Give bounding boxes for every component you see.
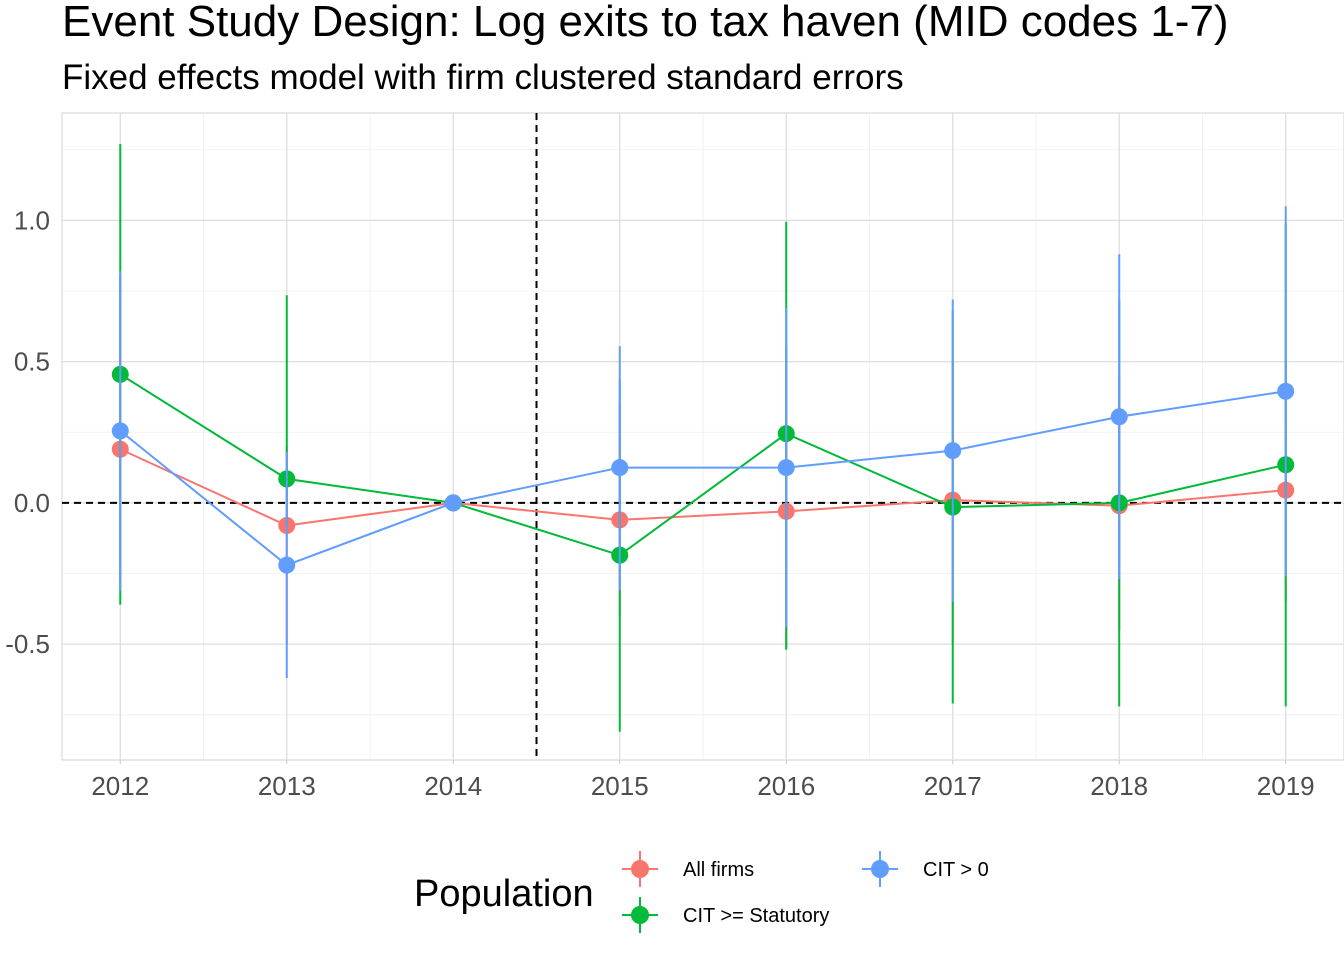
y-tick-label: -0.5 bbox=[5, 629, 50, 659]
data-point bbox=[278, 556, 296, 574]
legend-item: CIT >= Statutory bbox=[622, 897, 829, 933]
y-tick-label: 0.5 bbox=[14, 347, 50, 377]
series-line bbox=[119, 390, 1286, 567]
legend-title: Population bbox=[414, 873, 594, 915]
legend-item: All firms bbox=[622, 851, 754, 887]
x-tick-label: 2015 bbox=[591, 771, 649, 801]
x-tick-label: 2012 bbox=[91, 771, 149, 801]
series-layer bbox=[111, 144, 1295, 732]
data-point bbox=[444, 494, 462, 512]
legend: Population All firms CIT >= Statutory CIT … bbox=[414, 851, 989, 933]
legend-item: CIT > 0 bbox=[862, 851, 989, 887]
gridlines bbox=[62, 113, 1344, 760]
x-tick-label: 2017 bbox=[924, 771, 982, 801]
x-tick-label: 2013 bbox=[258, 771, 316, 801]
data-point bbox=[777, 459, 795, 477]
legend-items: All firms CIT >= Statutory CIT > 0 bbox=[622, 851, 989, 933]
series-line bbox=[119, 448, 1286, 527]
legend-label: CIT > 0 bbox=[923, 859, 989, 881]
x-tick-label: 2014 bbox=[424, 771, 482, 801]
series-3 bbox=[111, 206, 1295, 679]
data-point bbox=[1277, 382, 1295, 400]
x-axis-ticks: 2012 2013 2014 2015 2016 2017 2018 2019 bbox=[91, 760, 1315, 801]
data-point bbox=[1110, 408, 1128, 426]
chart-title: Event Study Design: Log exits to tax hav… bbox=[62, 0, 1229, 46]
data-point bbox=[111, 422, 129, 440]
data-point bbox=[944, 442, 962, 460]
y-tick-label: 0.0 bbox=[14, 488, 50, 518]
y-axis-ticks: -0.5 0.0 0.5 1.0 bbox=[5, 205, 50, 659]
legend-key-point bbox=[871, 860, 889, 878]
x-tick-label: 2016 bbox=[757, 771, 815, 801]
legend-key-point bbox=[631, 906, 649, 924]
legend-label: All firms bbox=[683, 859, 754, 881]
reference-lines bbox=[62, 113, 1344, 760]
series-line bbox=[119, 373, 1286, 557]
data-point bbox=[611, 459, 629, 477]
x-tick-label: 2019 bbox=[1257, 771, 1315, 801]
x-tick-label: 2018 bbox=[1090, 771, 1148, 801]
chart-subtitle: Fixed effects model with firm clustered … bbox=[62, 58, 904, 97]
y-tick-label: 1.0 bbox=[14, 205, 50, 235]
legend-label: CIT >= Statutory bbox=[683, 905, 829, 927]
legend-key-point bbox=[631, 860, 649, 878]
